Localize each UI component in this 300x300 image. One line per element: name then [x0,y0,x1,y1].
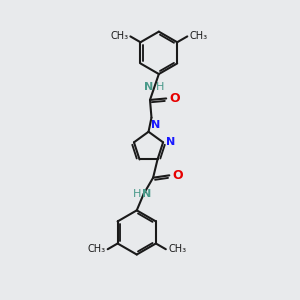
Text: O: O [170,92,180,105]
Text: CH₃: CH₃ [87,244,105,254]
Text: N: N [144,82,153,92]
Text: N: N [151,120,160,130]
Text: CH₃: CH₃ [110,32,129,41]
Text: N: N [142,189,152,199]
Text: N: N [166,137,175,147]
Text: CH₃: CH₃ [168,244,186,254]
Text: CH₃: CH₃ [189,32,207,41]
Text: H: H [156,82,164,92]
Text: O: O [173,169,184,182]
Text: H: H [133,189,141,199]
